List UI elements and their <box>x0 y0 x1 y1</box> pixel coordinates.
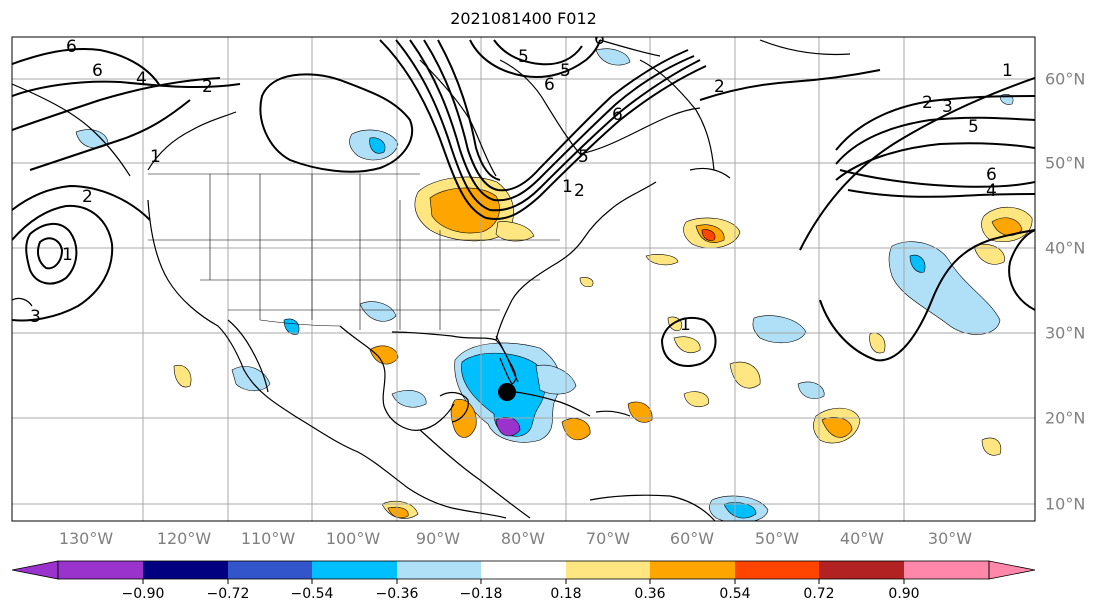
contour-label-22: 4 <box>986 181 997 201</box>
lon-label: 100°W <box>325 529 381 548</box>
contour-label-20: 3 <box>30 307 41 327</box>
lat-label: 10°N <box>1045 494 1086 514</box>
lon-label: 40°W <box>839 529 885 548</box>
coastline-layer <box>12 39 851 521</box>
contour-label-15: 2 <box>82 187 93 207</box>
contour-label-19: 5 <box>968 117 979 137</box>
lon-label: 90°W <box>415 529 461 548</box>
contour-label-4: 2 <box>202 77 213 97</box>
lon-label: 60°W <box>669 529 715 548</box>
contour-label-14: 2 <box>922 93 933 113</box>
contour-label-8: 6 <box>544 75 555 95</box>
map-title: 2021081400 F012 <box>450 9 597 28</box>
contour-label-13: 3 <box>942 97 953 117</box>
lon-label: 70°W <box>585 529 631 548</box>
lat-label: 60°N <box>1045 69 1086 89</box>
contour-label-11: 6 <box>612 105 623 125</box>
contour-label-16: 1 <box>150 147 161 167</box>
contour-label-1: 6 <box>66 37 77 57</box>
contour-label-21: 6 <box>986 165 997 185</box>
contour-label-6: 6 <box>594 29 605 49</box>
colorbar-tick: 0.90 <box>888 586 920 602</box>
map-frame <box>11 36 1036 522</box>
contour-label-23: 1 <box>62 245 73 265</box>
colorbar-tick: 0.54 <box>719 586 751 602</box>
contour-label-3: 4 <box>136 69 147 89</box>
colorbar-extend-low <box>11 560 59 580</box>
lon-label: 110°W <box>240 529 296 548</box>
colorbar <box>11 560 1036 584</box>
lon-label: 130°W <box>58 529 114 548</box>
colorbar-extend-high <box>988 560 1036 580</box>
map-panel: 6 6 4 2 5 6 5 6 2 1 6 5 3 2 2 1 1 2 5 3 … <box>12 29 1035 521</box>
lat-label: 30°N <box>1045 323 1086 343</box>
storm-center-dot <box>498 383 516 401</box>
contour-label-24: 1 <box>562 177 573 197</box>
lat-label: 20°N <box>1045 408 1086 428</box>
lat-label: 40°N <box>1045 238 1086 258</box>
contour-label-5: 5 <box>560 61 571 81</box>
colorbar-tick: −0.18 <box>459 586 503 602</box>
grid-layer <box>12 37 1035 521</box>
colorbar-tick: −0.90 <box>121 586 165 602</box>
colorbar-tick: 0.36 <box>634 586 666 602</box>
contour-labels: 6 6 4 2 5 6 5 6 2 1 6 5 3 2 2 1 1 2 5 3 … <box>30 29 1013 335</box>
contour-label-12: 5 <box>578 147 589 167</box>
contour-label-7: 5 <box>518 47 529 67</box>
contour-layer <box>12 39 1035 367</box>
contour-label-2: 6 <box>92 61 103 81</box>
colorbar-tick: 0.18 <box>550 586 582 602</box>
lon-label: 30°W <box>927 529 973 548</box>
lat-label: 50°N <box>1045 153 1086 173</box>
border-layer <box>148 173 560 330</box>
colorbar-tick: 0.72 <box>803 586 835 602</box>
contour-label-17: 1 <box>680 315 691 335</box>
lon-label: 120°W <box>156 529 212 548</box>
colorbar-tick: −0.54 <box>290 586 334 602</box>
contour-label-9: 2 <box>714 77 725 97</box>
lon-label: 80°W <box>500 529 546 548</box>
contour-label-18: 2 <box>574 181 585 201</box>
contour-label-10: 1 <box>1002 61 1013 81</box>
lon-label: 50°W <box>754 529 800 548</box>
colorbar-tick: −0.72 <box>206 586 250 602</box>
colorbar-tick: −0.36 <box>375 586 419 602</box>
